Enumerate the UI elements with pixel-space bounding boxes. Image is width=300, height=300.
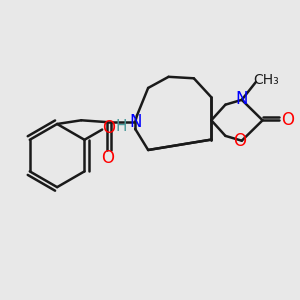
Text: N: N [236, 90, 248, 108]
Text: N: N [129, 113, 141, 131]
Text: O: O [102, 119, 116, 137]
Text: CH₃: CH₃ [254, 73, 279, 87]
Text: O: O [101, 149, 114, 167]
Text: H: H [116, 119, 127, 134]
Text: O: O [281, 111, 294, 129]
Text: O: O [233, 133, 246, 151]
